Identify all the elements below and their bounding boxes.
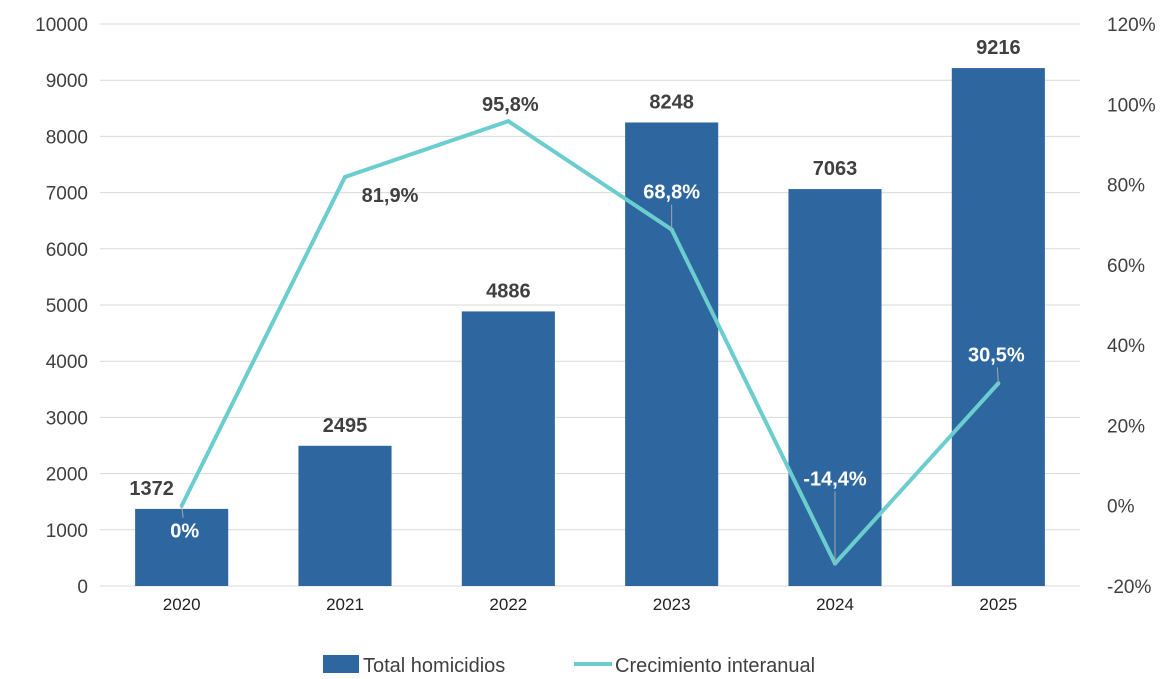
bar-data-label: 1372: [129, 478, 174, 500]
y-left-tick-label: 0: [77, 577, 88, 598]
line-data-label: 30,5%: [968, 344, 1025, 366]
bar-data-label: 2495: [323, 415, 368, 437]
y-right-tick-label: 60%: [1107, 256, 1145, 277]
y-left-tick-label: 8000: [46, 127, 88, 148]
gridlines: [100, 24, 1080, 586]
left-axis-ticks: 0 1000 2000 3000 4000 5000 6000 7000 8000 9000 100…: [35, 15, 88, 598]
x-tick-label: 2020: [163, 595, 201, 614]
bar-data-label: 8248: [649, 91, 694, 113]
bar-data-label: 9216: [976, 37, 1021, 59]
y-right-tick-label: 20%: [1107, 416, 1145, 437]
x-tick-label: 2024: [816, 595, 854, 614]
line-data-label: 95,8%: [482, 94, 539, 116]
y-right-tick-label: 40%: [1107, 336, 1145, 357]
x-tick-label: 2023: [653, 595, 691, 614]
line-point: [506, 119, 510, 123]
y-right-tick-label: 120%: [1107, 15, 1156, 36]
x-tick-label: 2022: [489, 595, 527, 614]
y-left-tick-label: 3000: [46, 408, 88, 429]
bar-data-label: 7063: [813, 158, 858, 180]
y-left-tick-label: 4000: [46, 352, 88, 373]
right-axis-ticks: -20% 0% 20% 40% 60% 80% 100% 120%: [1107, 15, 1156, 598]
bar: [298, 446, 391, 586]
y-left-tick-label: 9000: [46, 71, 88, 92]
y-right-tick-label: 100%: [1107, 95, 1156, 116]
line-data-labels: 0% 81,9% 95,8% 68,8% -14,4% 30,5%: [170, 94, 1025, 543]
y-left-tick-label: 10000: [35, 15, 88, 36]
y-left-tick-label: 2000: [46, 465, 88, 486]
bar: [462, 311, 555, 586]
line-data-label: -14,4%: [803, 469, 867, 491]
legend-label-crecimiento-interanual: Crecimiento interanual: [615, 655, 815, 677]
y-left-tick-label: 6000: [46, 240, 88, 261]
line-data-label: 0%: [170, 521, 199, 543]
x-axis-ticks: 2020 2021 2022 2023 2024 2025: [163, 595, 1017, 614]
bar-data-label: 4886: [486, 280, 531, 302]
legend: Total homicidios Crecimiento interanual: [323, 655, 815, 677]
y-right-tick-label: 0%: [1107, 497, 1135, 518]
y-right-tick-label: -20%: [1107, 577, 1151, 598]
bar-data-labels: 1372 2495 4886 8248 7063 9216: [129, 37, 1020, 500]
line-data-label: 81,9%: [362, 185, 419, 207]
y-left-tick-label: 5000: [46, 296, 88, 317]
bar: [952, 68, 1045, 586]
x-tick-label: 2025: [979, 595, 1017, 614]
legend-label-total-homicidios: Total homicidios: [363, 655, 505, 677]
y-right-tick-label: 80%: [1107, 176, 1145, 197]
y-left-tick-label: 1000: [46, 521, 88, 542]
legend-swatch-total-homicidios: [323, 655, 359, 673]
x-tick-label: 2021: [326, 595, 364, 614]
line-data-label: 68,8%: [643, 182, 700, 204]
y-left-tick-label: 7000: [46, 184, 88, 205]
line-point: [343, 175, 347, 179]
